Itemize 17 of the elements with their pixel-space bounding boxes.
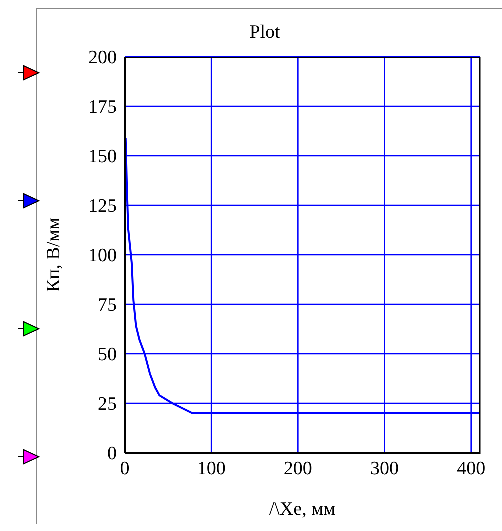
- y-tick-label: 175: [88, 97, 117, 118]
- y-tick-label: 25: [98, 394, 117, 416]
- y-tick-label: 75: [98, 295, 117, 316]
- x-axis-title: /\Xe, мм: [269, 499, 336, 520]
- chart-title: Plot: [248, 22, 282, 44]
- y-tick-label: 200: [88, 48, 117, 69]
- x-tick-label: 200: [284, 458, 312, 480]
- x-tick-label: 300: [370, 458, 400, 480]
- x-tick-label: 400: [457, 458, 486, 480]
- y-tick-label: 0: [108, 444, 117, 465]
- y-tick-label: 125: [88, 196, 117, 218]
- y-axis-title: Кп, В/мм: [44, 218, 65, 292]
- y-tick-label: 100: [88, 246, 117, 267]
- y-tick-label: 150: [88, 146, 117, 168]
- x-tick-label: 0: [120, 458, 130, 480]
- x-tick-label: 100: [197, 458, 226, 480]
- y-tick-label: 50: [98, 344, 117, 366]
